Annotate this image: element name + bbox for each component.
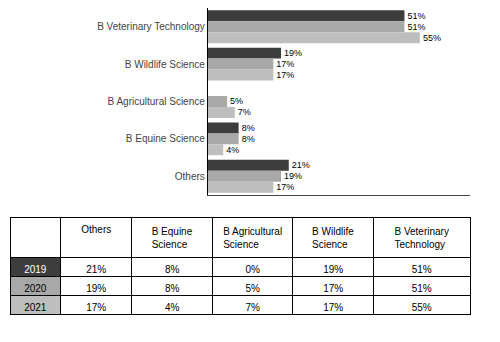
svg-text:B Veterinary Technology: B Veterinary Technology [97, 21, 205, 32]
svg-text:Others: Others [81, 224, 111, 235]
svg-text:17%: 17% [323, 302, 343, 313]
svg-text:B AgriculturalScience: B AgriculturalScience [223, 226, 282, 250]
svg-text:2021: 2021 [24, 302, 47, 313]
svg-text:21%: 21% [86, 264, 106, 275]
svg-text:55%: 55% [412, 302, 432, 313]
svg-text:0%: 0% [245, 264, 260, 275]
svg-text:19%: 19% [284, 48, 302, 58]
svg-text:2020: 2020 [24, 283, 47, 294]
svg-text:51%: 51% [412, 283, 432, 294]
svg-text:7%: 7% [245, 302, 260, 313]
svg-text:17%: 17% [323, 283, 343, 294]
svg-text:B EquineScience: B EquineScience [152, 226, 193, 250]
svg-text:17%: 17% [276, 182, 294, 192]
svg-text:7%: 7% [238, 107, 251, 117]
svg-text:17%: 17% [276, 70, 294, 80]
svg-text:4%: 4% [165, 302, 180, 313]
svg-text:51%: 51% [412, 264, 432, 275]
svg-text:B WildlifeScience: B WildlifeScience [312, 226, 354, 250]
svg-text:B Agricultural Science: B Agricultural Science [108, 96, 206, 107]
svg-text:8%: 8% [165, 283, 180, 294]
svg-text:17%: 17% [276, 59, 294, 69]
svg-text:B Equine Science: B Equine Science [126, 133, 205, 144]
svg-text:19%: 19% [86, 283, 106, 294]
svg-text:5%: 5% [230, 96, 243, 106]
svg-text:8%: 8% [242, 123, 255, 133]
svg-text:8%: 8% [242, 134, 255, 144]
svg-text:55%: 55% [423, 33, 441, 43]
svg-text:Others: Others [175, 171, 205, 182]
svg-text:19%: 19% [323, 264, 343, 275]
svg-text:51%: 51% [407, 22, 425, 32]
svg-text:51%: 51% [407, 11, 425, 21]
svg-text:B Wildlife Science: B Wildlife Science [125, 59, 205, 70]
svg-text:B VeterinaryTechnology: B VeterinaryTechnology [394, 226, 448, 250]
svg-text:2019: 2019 [24, 264, 47, 275]
svg-text:21%: 21% [292, 160, 310, 170]
svg-text:8%: 8% [165, 264, 180, 275]
svg-text:4%: 4% [226, 145, 239, 155]
svg-text:17%: 17% [86, 302, 106, 313]
svg-text:19%: 19% [284, 171, 302, 181]
svg-text:5%: 5% [245, 283, 260, 294]
